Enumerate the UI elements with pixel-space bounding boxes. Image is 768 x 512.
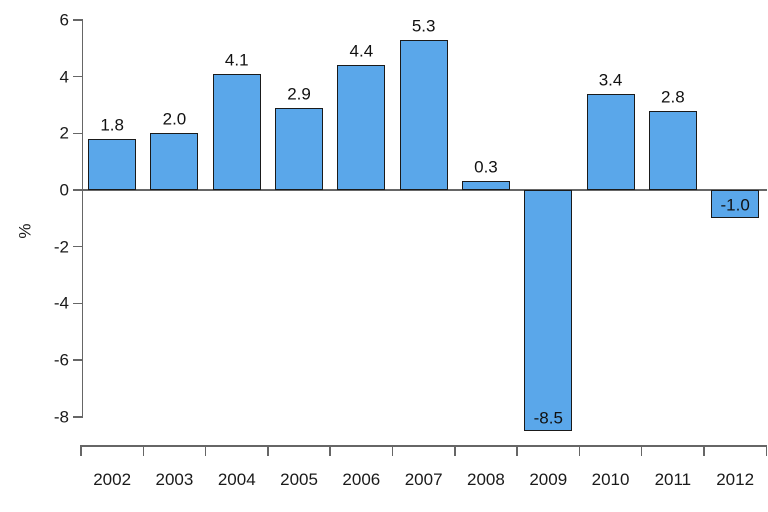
y-tick-label--2: -2 [53,237,69,257]
y-tick-label--6: -6 [53,350,69,370]
y-tick-label--8: -8 [53,407,69,427]
x-tick-label-2004: 2004 [217,470,256,489]
y-tick-mark [72,302,82,305]
y-axis-line [81,19,83,418]
bar-value-label-2010: 3.4 [598,70,623,90]
x-tick-label-2010: 2010 [591,470,630,489]
bar-2009 [524,190,573,431]
y-tick-mark [72,132,82,135]
x-tick-mark [329,445,331,456]
bar-2010 [586,93,635,190]
y-tick-mark [72,189,82,191]
x-tick-mark [142,445,145,456]
y-tick-mark [72,19,82,21]
bar-2006 [337,65,386,190]
y-tick-mark [72,416,82,418]
bar-value-label-2006: 4.4 [349,41,374,61]
x-tick-label-2005: 2005 [280,470,318,489]
bar-value-label-2004: 4.1 [224,50,249,70]
x-tick-label-2007: 2007 [404,470,443,489]
x-tick-label-2011: 2011 [654,470,692,489]
bar-value-label-2008: 0.3 [474,157,498,177]
x-tick-mark [267,445,269,456]
x-tick-mark [640,445,643,456]
bar-2004 [212,73,261,190]
y-axis-title: % [15,223,35,239]
bar-value-label-2007: 5.3 [411,16,436,36]
x-tick-mark [578,445,581,456]
x-tick-label-2003: 2003 [155,470,194,489]
bar-2007 [399,39,448,190]
x-tick-mark [516,445,518,456]
bar-value-label-2012: -1.0 [720,195,750,215]
x-tick-label-2002: 2002 [93,470,132,489]
y-tick-label-6: 6 [59,10,69,30]
bar-2002 [88,138,137,190]
y-tick-label-4: 4 [59,67,69,87]
bar-2008 [461,181,510,190]
y-tick-label-0: 0 [59,180,69,200]
y-tick-mark [72,245,82,248]
y-tick-label-2: 2 [59,123,69,143]
x-tick-mark [391,445,394,456]
y-tick-mark [72,75,82,78]
x-tick-label-2012: 2012 [716,470,755,489]
bar-2005 [275,107,324,190]
x-tick-mark [765,445,768,456]
bar-2012 [711,190,760,219]
bar-value-label-2005: 2.9 [287,84,311,104]
bar-value-label-2002: 1.8 [100,115,124,135]
bar-2011 [648,110,697,190]
x-tick-mark [204,445,207,456]
bar-value-label-2009: -8.5 [533,408,563,428]
bar-2003 [150,133,199,190]
x-tick-mark [454,445,456,456]
x-tick-label-2006: 2006 [342,470,381,489]
x-tick-mark [703,445,705,456]
bar-value-label-2011: 2.8 [661,87,685,107]
y-tick-label--4: -4 [53,293,69,313]
y-tick-mark [72,359,82,361]
x-tick-mark [80,445,82,456]
x-axis-line [81,445,767,447]
x-tick-label-2008: 2008 [467,470,505,489]
bar-value-label-2003: 2.0 [162,109,187,129]
x-tick-label-2009: 2009 [529,470,568,489]
zero-baseline [81,189,767,191]
